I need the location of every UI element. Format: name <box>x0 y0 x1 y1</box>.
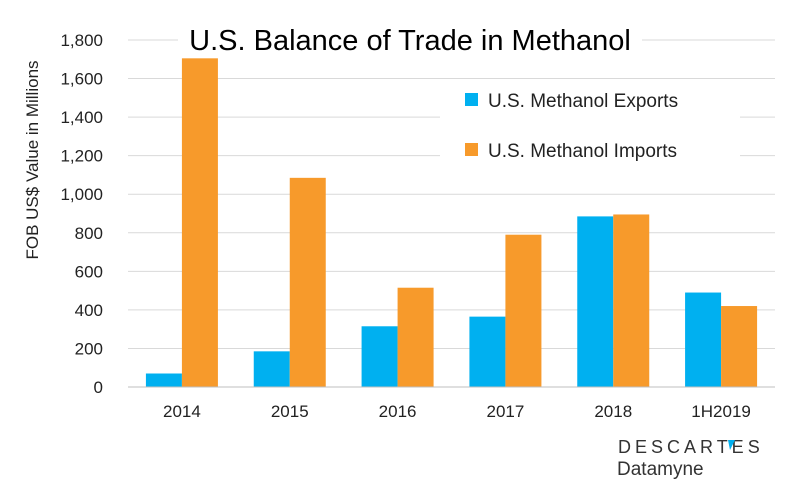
x-tick-label: 2018 <box>594 402 632 421</box>
gridlines <box>128 39 775 349</box>
y-tick-label: 0 <box>94 378 103 397</box>
bar-exports-2018 <box>577 216 614 387</box>
x-tick-label: 2017 <box>487 402 525 421</box>
legend: U.S. Methanol Exports U.S. Methanol Impo… <box>440 88 740 170</box>
bar-exports-2015 <box>253 351 290 387</box>
logo-accent-mark <box>728 440 735 450</box>
y-tick-label: 600 <box>75 262 103 281</box>
x-tick-label: 2014 <box>163 402 201 421</box>
bars <box>145 58 758 387</box>
y-tick-label: 800 <box>75 224 103 243</box>
bar-imports-2017 <box>505 234 542 387</box>
legend-label-exports: U.S. Methanol Exports <box>488 91 678 112</box>
y-tick-label: 200 <box>75 339 103 358</box>
bar-imports-2016 <box>397 287 434 387</box>
bar-exports-2016 <box>361 326 398 387</box>
legend-swatch-exports <box>465 93 478 106</box>
y-tick-label: 1,600 <box>60 70 103 89</box>
legend-swatch-imports <box>465 143 478 156</box>
descartes-logo: DESCARTES Datamyne <box>617 437 764 480</box>
bar-exports-2017 <box>469 316 506 387</box>
bar-imports-1H2019 <box>721 306 758 387</box>
legend-label-imports: U.S. Methanol Imports <box>488 141 677 162</box>
y-tick-label: 1,400 <box>60 108 103 127</box>
bar-imports-2018 <box>613 214 650 387</box>
y-tick-label: 1,800 <box>60 31 103 50</box>
legend-backdrop <box>440 88 740 170</box>
x-tick-label: 1H2019 <box>691 402 751 421</box>
chart-title: U.S. Balance of Trade in Methanol <box>189 25 631 57</box>
y-tick-label: 400 <box>75 301 103 320</box>
y-axis-tick-labels: 0 200 400 600 800 1,000 1,200 1,400 1,600 1,800 <box>60 31 103 397</box>
logo-text-descartes: DESCARTES <box>618 437 764 457</box>
x-tick-label: 2016 <box>379 402 417 421</box>
y-tick-label: 1,200 <box>60 147 103 166</box>
y-axis-label: FOB US$ Value in Millions <box>23 60 42 259</box>
bar-imports-2014 <box>181 58 218 387</box>
bar-exports-1H2019 <box>685 292 722 387</box>
x-tick-label: 2015 <box>271 402 309 421</box>
bar-exports-2014 <box>145 373 182 387</box>
bar-imports-2015 <box>289 177 326 387</box>
y-tick-label: 1,000 <box>60 185 103 204</box>
logo-text-datamyne: Datamyne <box>617 459 704 480</box>
x-axis-tick-labels: 2014 2015 2016 2017 2018 1H2019 <box>163 402 751 421</box>
title-backdrop <box>178 22 642 58</box>
